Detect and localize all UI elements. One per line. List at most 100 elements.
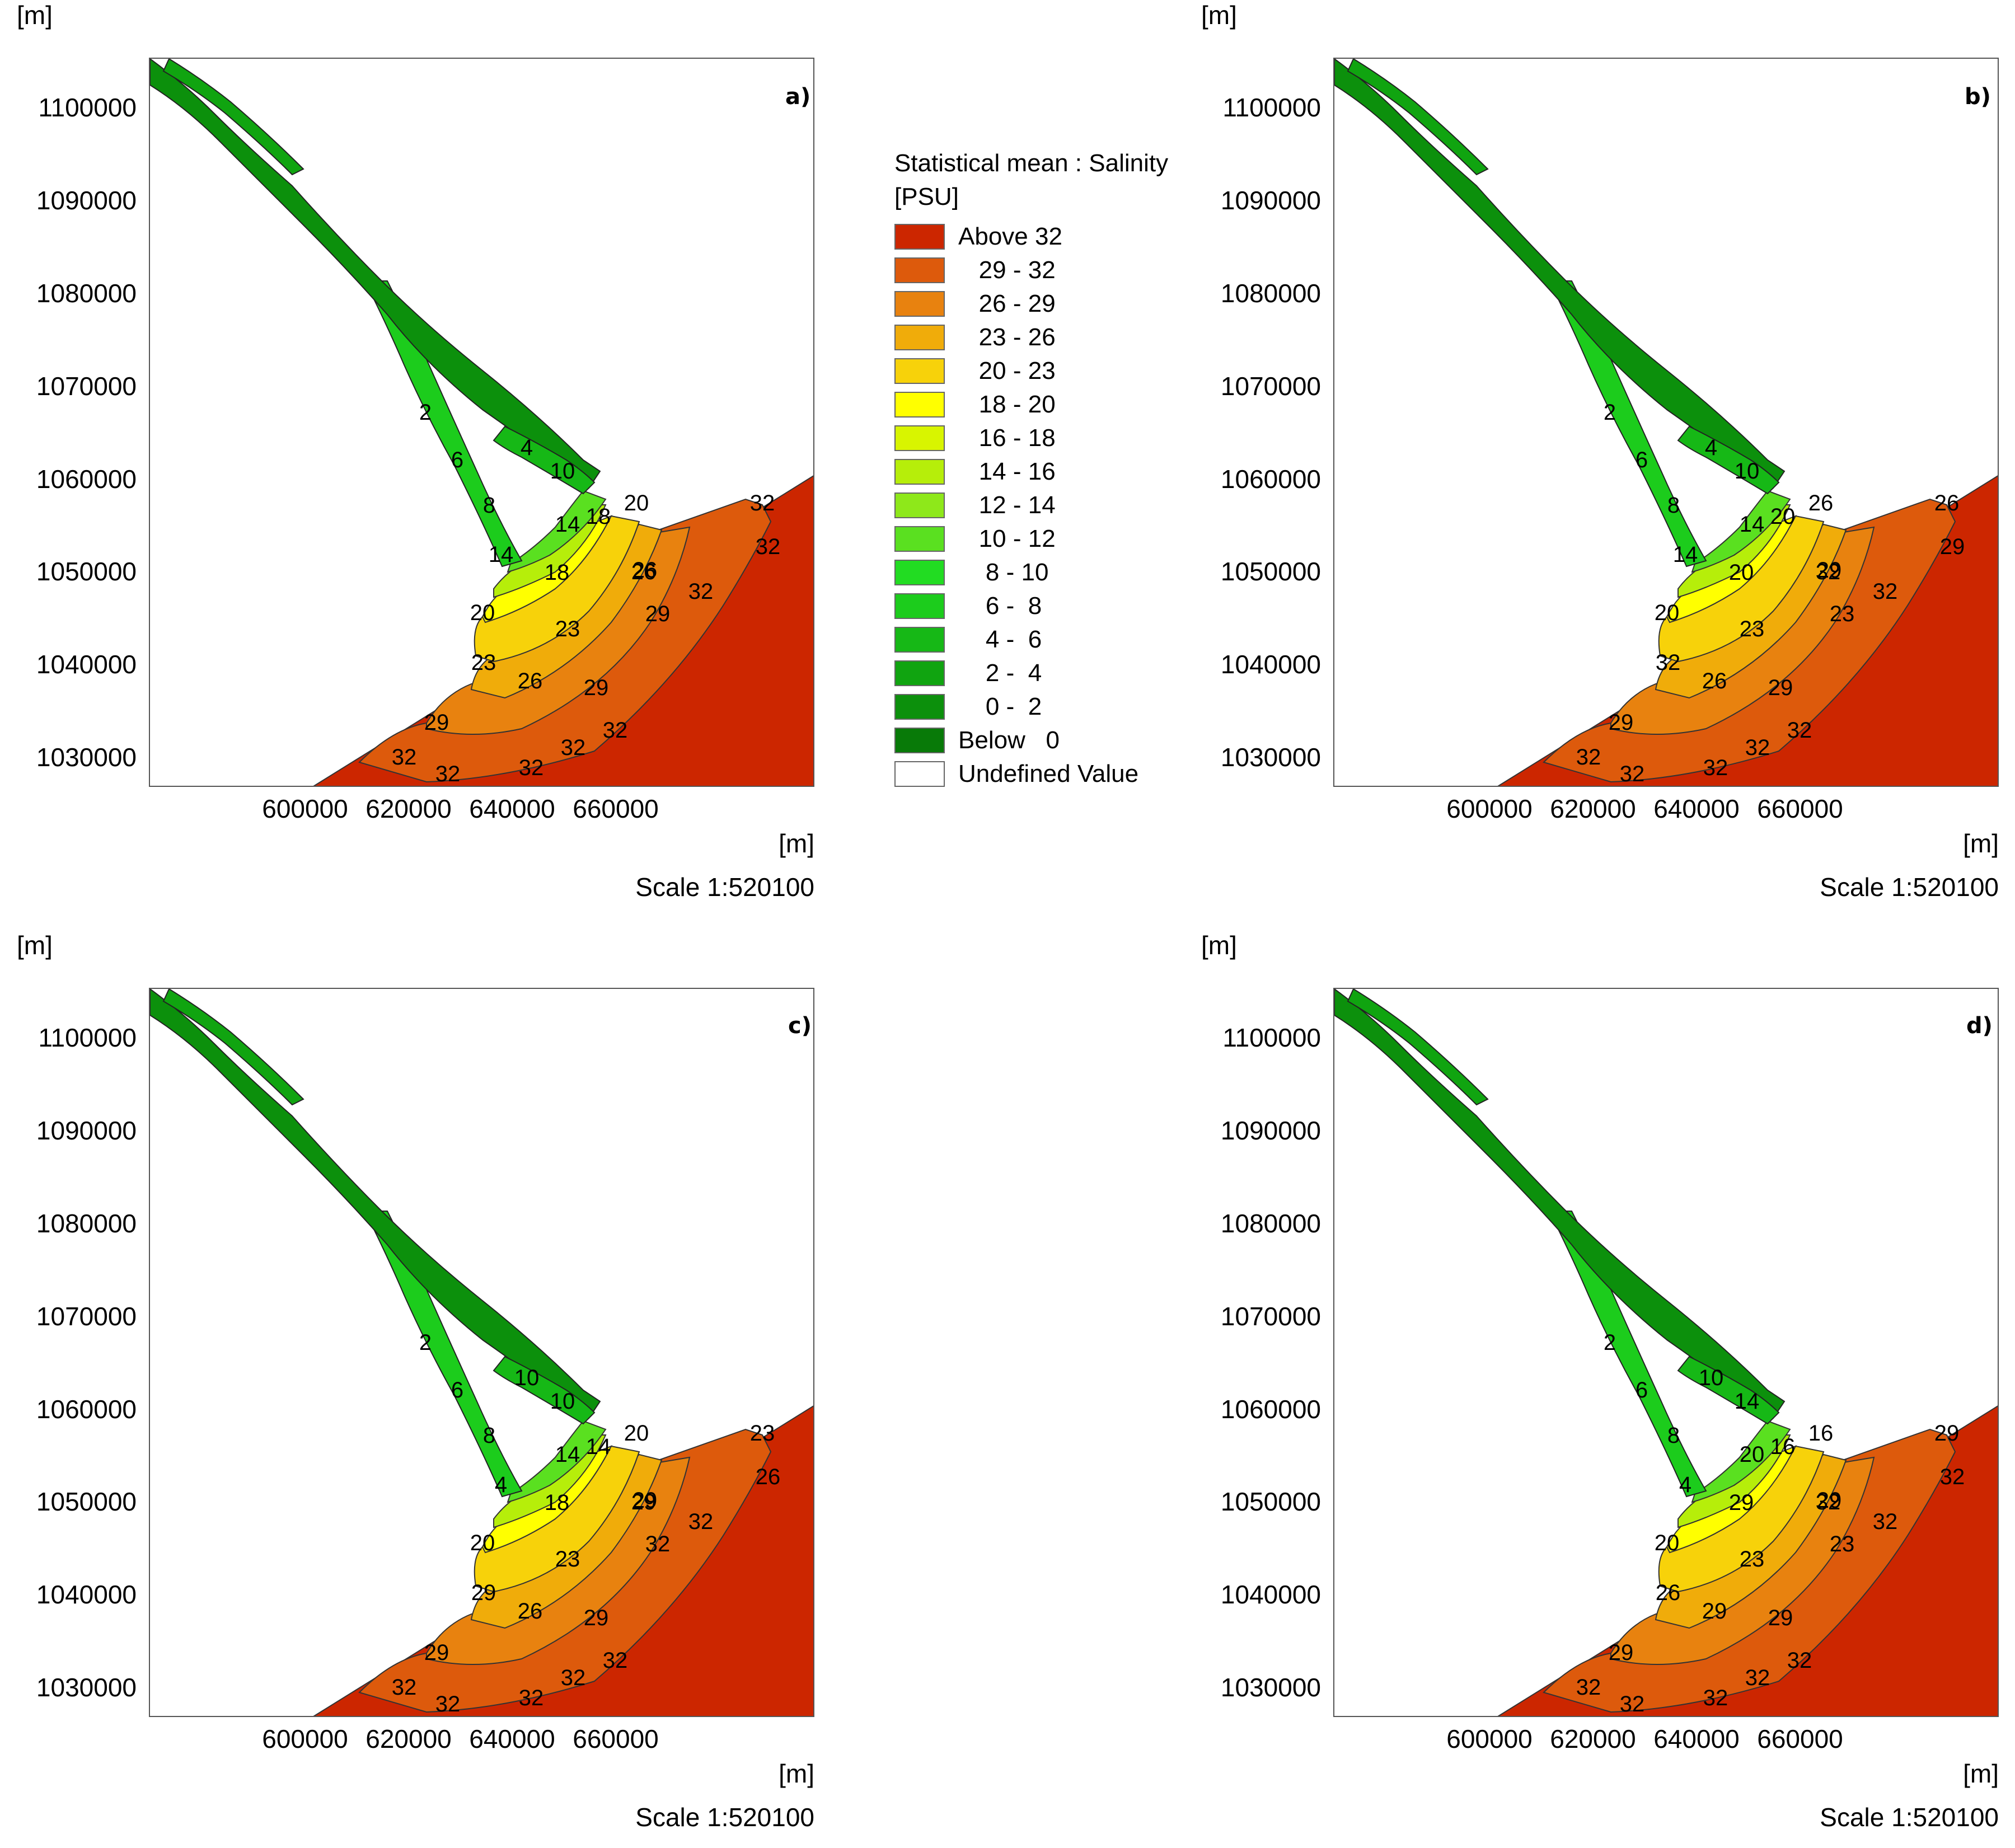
x-unit-label: [m]: [779, 1759, 814, 1788]
legend-entry: 2 - 4: [894, 656, 1174, 690]
legend-swatch: [894, 694, 945, 720]
y-tick-label: 1060000: [36, 465, 137, 494]
contour-label: 32: [1816, 1490, 1841, 1514]
x-tick-label: 620000: [365, 794, 452, 823]
map-panel-a: [m] 2 6 8 14 4 10 14 18 20 18 20 23 26 26 29 32 32 23 26 29 3…: [0, 0, 873, 918]
y-tick-label: 1070000: [36, 1302, 137, 1331]
contour-label: 32: [756, 534, 781, 559]
y-tick-label: 1090000: [36, 1116, 137, 1145]
legend-label: 18 - 20: [958, 391, 1056, 418]
contour-label: 29: [1609, 710, 1634, 735]
legend-swatch: [894, 257, 945, 283]
contour-label: 20: [1770, 504, 1796, 529]
y-tick-label: 1030000: [36, 743, 137, 772]
contour-label: 4: [495, 1472, 507, 1497]
contour-label: 4: [1705, 435, 1717, 460]
contour-label: 29: [1609, 1640, 1634, 1665]
contour-label: 32: [1745, 735, 1770, 760]
x-tick-label: 660000: [573, 794, 659, 823]
y-tick-label: 1080000: [36, 1209, 137, 1238]
legend-entry: Undefined Value: [894, 757, 1174, 790]
legend-entry: 10 - 12: [894, 522, 1174, 555]
y-tick-label: 1040000: [36, 1580, 137, 1609]
contour-label: 6: [451, 448, 463, 472]
legend-swatch: [894, 459, 945, 485]
legend-swatch: [894, 627, 945, 653]
map-frame: 2 6 8 4 10 10 14 14 20 18 20 23 29 29 32 23 26 29 26 29 32 29…: [149, 988, 814, 1717]
contour-label: 2: [1604, 1330, 1616, 1355]
x-tick-label: 620000: [365, 1724, 452, 1753]
legend-label: 14 - 16: [958, 458, 1056, 485]
contour-label: 29: [632, 1488, 658, 1513]
river-main: [1334, 989, 1786, 1419]
contour-label: 29: [1702, 1599, 1727, 1624]
contour-label: 32: [1873, 1509, 1898, 1534]
contour-label: 32: [1787, 1648, 1812, 1673]
contour-label: 20: [470, 1531, 495, 1555]
legend-swatch: [894, 761, 945, 787]
contour-label: 29: [645, 602, 671, 626]
scale-label: Scale 1:520100: [635, 873, 814, 902]
river-main: [1334, 59, 1786, 489]
legend-label: 12 - 14: [958, 491, 1056, 519]
legend-label: 6 - 8: [958, 592, 1042, 620]
map-panel-c: [m] 2 6 8 4 10 10 14 14 20 18 20 23 29 29 32 23 26 29 26 29 3…: [0, 930, 873, 1848]
legend-swatch: [894, 291, 945, 317]
y-tick-label: 1080000: [1220, 279, 1321, 308]
y-tick-label: 1070000: [1220, 372, 1321, 401]
contour-label: 18: [545, 560, 570, 585]
contour-label: 23: [1740, 1547, 1765, 1572]
contour-label: 23: [750, 1421, 775, 1446]
scale-label: Scale 1:520100: [1820, 873, 1999, 902]
legend-entry: 12 - 14: [894, 488, 1174, 522]
x-unit-label: [m]: [779, 829, 814, 858]
panel-letter: b): [1965, 84, 1991, 110]
contour-label: 23: [555, 1547, 580, 1572]
legend-entry: 14 - 16: [894, 454, 1174, 488]
river-branch: [162, 59, 304, 176]
y-tick-label: 1090000: [36, 186, 137, 215]
contour-label: 29: [1768, 1606, 1793, 1630]
y-tick-label: 1030000: [36, 1673, 137, 1702]
contour-label: 32: [1873, 579, 1898, 604]
contour-label: 4: [521, 435, 533, 460]
contour-label: 32: [1745, 1666, 1770, 1690]
contour-label: 23: [1740, 617, 1765, 641]
contour-label: 14: [555, 512, 580, 537]
legend-swatch: [894, 325, 945, 350]
contour-label: 26: [1934, 491, 1960, 515]
estuary-mouth: [1677, 1355, 1780, 1425]
contour-label: 8: [483, 493, 495, 518]
contour-label: 32: [1576, 1675, 1601, 1700]
legend-label: 8 - 10: [958, 559, 1049, 586]
contour-label: 14: [489, 542, 514, 567]
contour-label: 16: [1770, 1434, 1796, 1459]
contour-label: 32: [645, 1532, 671, 1556]
legend: Statistical mean : Salinity [PSU] Above 32…: [894, 147, 1174, 790]
legend-entry: Below 0: [894, 723, 1174, 757]
contour-label: 26: [631, 560, 657, 584]
y-tick-label: 1040000: [1220, 650, 1321, 679]
x-tick-label: 600000: [1446, 794, 1533, 823]
x-tick-label: 620000: [1550, 794, 1636, 823]
y-tick-label: 1030000: [1220, 743, 1321, 772]
y-tick-label: 1070000: [1220, 1302, 1321, 1331]
contour-label: 6: [1636, 1378, 1648, 1403]
contour-label: 29: [584, 1606, 609, 1630]
contour-label: 26: [1702, 669, 1727, 693]
channel-west: [1548, 1211, 1707, 1498]
x-unit-label: [m]: [1963, 1759, 1999, 1788]
legend-entry: 18 - 20: [894, 387, 1174, 421]
contour-label: 14: [555, 1442, 580, 1467]
contour-label: 18: [586, 504, 611, 529]
river-branch: [1347, 989, 1489, 1106]
contour-label: 32: [688, 1509, 714, 1534]
estuary-mouth: [493, 425, 596, 495]
river-branch: [1347, 59, 1489, 176]
estuary-mouth: [493, 1355, 596, 1425]
salinity-band: [1691, 490, 1791, 573]
x-tick-label: 660000: [1757, 794, 1843, 823]
contour-label: 14: [1740, 512, 1765, 537]
